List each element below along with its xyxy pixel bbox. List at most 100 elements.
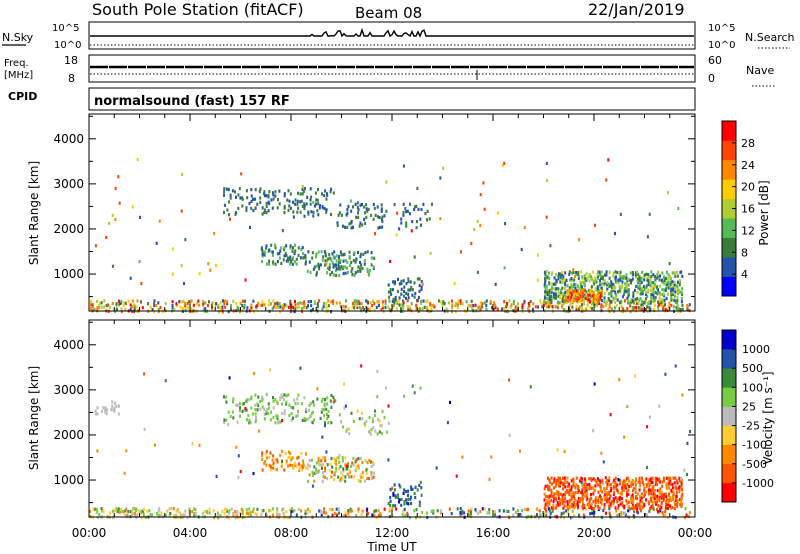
scatter-cell [299,256,302,260]
scatter-cell [592,486,595,490]
scatter-cell [378,215,381,220]
scatter-cell [553,497,556,501]
scatter-cell [489,300,492,304]
scatter-cell [395,233,398,237]
scatter-cell [570,504,573,509]
scatter-cell [599,279,602,283]
scatter-cell [597,501,600,505]
scatter-cell [591,278,594,282]
scatter-cell [221,310,224,314]
scatter-cell [337,267,340,271]
scatter-cell [324,459,327,463]
scatter-cell [120,299,123,303]
scatter-cell [635,299,638,303]
scatter-cell [519,449,521,453]
scatter-cell [451,303,454,307]
scatter-cell [599,282,601,286]
scatter-cell [608,305,611,309]
scatter-cell [504,222,507,226]
scatter-cell [618,284,621,288]
scatter-cell [664,500,667,504]
scatter-cell [276,260,279,264]
scatter-cell [410,285,413,290]
scatter-cell [550,488,553,492]
scatter-cell [405,281,408,286]
scatter-cell [387,458,390,462]
scatter-cell [348,222,351,226]
scatter-cell [639,292,642,296]
scatter-cell [554,282,557,286]
scatter-cell [212,516,215,520]
scatter-cell [642,307,645,311]
scatter-cell [216,511,219,515]
scatter-cell [422,299,425,303]
scatter-cell [294,243,297,247]
scatter-cell [516,305,519,309]
scatter-cell [349,509,352,513]
scatter-cell [247,511,250,515]
scatter-cell [676,288,679,292]
scatter-cell [228,213,230,217]
scatter-cell [372,299,375,303]
scatter-cell [350,475,353,479]
scatter-cell [395,507,398,511]
scatter-cell [591,509,594,513]
scatter-cell [576,284,579,288]
scatter-cell [282,305,285,309]
scatter-cell [650,296,653,300]
scatter-cell [131,299,134,303]
scatter-cell [291,249,294,253]
scatter-cell [355,467,358,471]
scatter-cell [605,303,608,307]
scatter-cell [645,277,648,281]
scatter-cell [180,209,183,213]
scatter-cell [408,212,411,216]
scatter-cell [576,502,579,506]
scatter-cell [681,502,683,506]
scatter-cell [657,300,660,304]
scatter-cell [191,442,194,446]
scatter-cell [289,255,292,259]
scatter-cell [572,505,575,509]
scatter-cell [608,490,611,494]
scatter-cell [578,479,581,483]
scatter-cell [208,507,211,511]
scatter-cell [139,215,142,219]
scatter-cell [259,303,262,307]
scatter-cell [609,502,612,506]
cpid-label: CPID [8,90,37,103]
scatter-cell [272,466,275,470]
scatter-cell [605,178,608,182]
scatter-cell [677,206,680,211]
scatter-cell [351,305,354,309]
scatter-cell [656,285,659,289]
scatter-cell [678,283,681,287]
scatter-cell [588,298,591,302]
scatter-cell [635,504,638,508]
scatter-cell [502,509,505,513]
scatter-cell [581,491,583,495]
scatter-cell [325,305,328,309]
scatter-cell [248,398,251,402]
scatter-cell [269,451,272,455]
scatter-cell [330,212,332,217]
scatter-cell [400,497,403,501]
scatter-cell [366,476,369,481]
scatter-cell [523,299,526,303]
scatter-cell [665,296,668,301]
scatter-cell [267,303,270,307]
scatter-cell [232,416,235,420]
scatter-cell [373,302,376,306]
scatter-cell [664,492,667,496]
scatter-cell [549,301,552,305]
scatter-cell [369,301,372,305]
scatter-cell [578,500,581,504]
scatter-cell [659,487,662,491]
scatter-cell [548,502,551,506]
scatter-cell [588,487,591,491]
scatter-cell [357,457,360,461]
scatter-cell [674,290,677,294]
scatter-cell [370,256,373,260]
scatter-cell [630,279,633,283]
scatter-cell [435,466,438,470]
